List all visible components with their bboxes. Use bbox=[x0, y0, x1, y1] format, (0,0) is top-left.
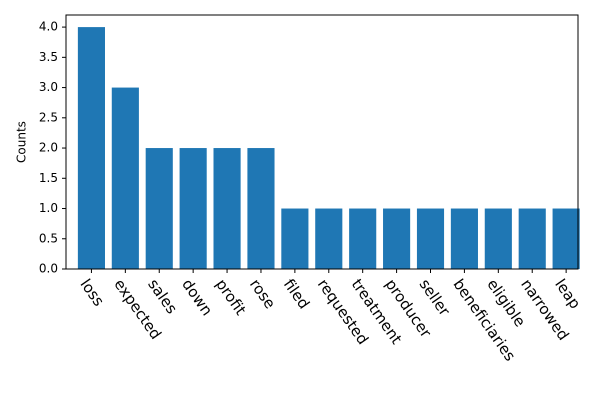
bar bbox=[416, 208, 445, 269]
x-tick-label: filed bbox=[280, 276, 313, 313]
bar bbox=[450, 208, 478, 269]
y-tick-label: 4.0 bbox=[39, 20, 58, 34]
bar bbox=[518, 208, 546, 269]
x-tick-label: profit bbox=[212, 276, 250, 319]
bar bbox=[247, 148, 275, 269]
bar bbox=[77, 27, 105, 269]
y-tick-label: 2.0 bbox=[39, 141, 58, 155]
bar bbox=[383, 208, 411, 269]
bar bbox=[315, 208, 343, 269]
bar bbox=[111, 87, 139, 269]
y-tick-label: 1.5 bbox=[39, 171, 58, 185]
bar bbox=[145, 148, 173, 269]
x-tick-label: rose bbox=[246, 276, 279, 313]
x-tick-label: leap bbox=[551, 276, 584, 313]
y-tick-label: 2.5 bbox=[39, 110, 58, 124]
bar bbox=[281, 208, 309, 269]
bar bbox=[484, 208, 512, 269]
x-tick-label: down bbox=[178, 276, 216, 319]
bar bbox=[213, 148, 241, 269]
y-tick-label: 3.0 bbox=[39, 80, 58, 94]
bar bbox=[349, 208, 377, 269]
axes-frame bbox=[65, 14, 579, 270]
y-tick-label: 0.5 bbox=[39, 231, 58, 245]
y-tick-label: 1.0 bbox=[39, 201, 58, 215]
y-tick-label: 3.5 bbox=[39, 50, 58, 64]
bar bbox=[179, 148, 207, 269]
x-tick-label: loss bbox=[76, 276, 107, 310]
y-axis-label: Counts bbox=[15, 121, 29, 163]
y-tick-label: 0.0 bbox=[39, 262, 58, 276]
bar bbox=[552, 208, 580, 269]
